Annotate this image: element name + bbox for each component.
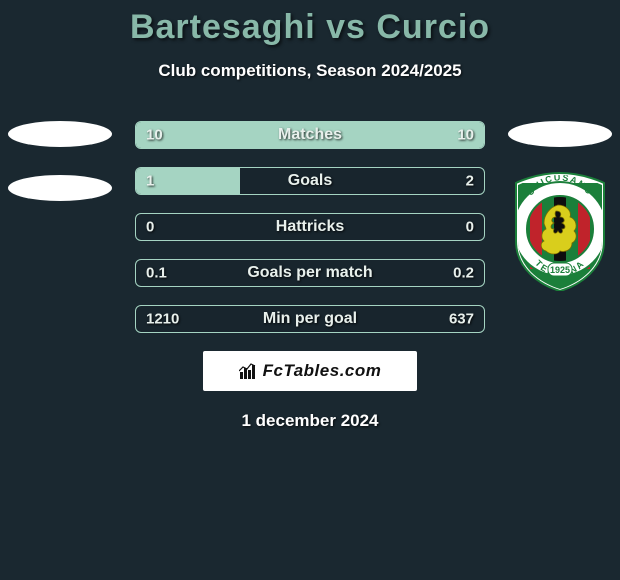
stats-area: UNICUSANO TERNANA 1925 10 Matches 10 1 Goals…: [0, 121, 620, 333]
stat-value-right: 2: [466, 173, 474, 190]
bar-chart-icon: [239, 362, 259, 380]
stat-row: 1 Goals 2: [135, 167, 485, 195]
stat-label: Goals: [288, 172, 332, 190]
stat-label: Hattricks: [276, 218, 344, 236]
player1-photo-placeholder: [8, 121, 112, 147]
player1-crest-placeholder: [8, 175, 112, 201]
stat-value-right: 637: [449, 311, 474, 328]
brand-text: FcTables.com: [263, 361, 382, 381]
svg-text:1925: 1925: [550, 265, 570, 275]
stat-row: 1210 Min per goal 637: [135, 305, 485, 333]
page-title: Bartesaghi vs Curcio: [0, 8, 620, 47]
stat-value-left: 0: [146, 219, 154, 236]
stat-value-right: 10: [457, 127, 474, 144]
stat-value-left: 0.1: [146, 265, 167, 282]
stat-bars: 10 Matches 10 1 Goals 2 0 Hattricks 0 0.1 Goals pe…: [135, 121, 485, 333]
ternana-crest: UNICUSANO TERNANA 1925: [510, 171, 610, 291]
stat-value-right: 0.2: [453, 265, 474, 282]
infographic-container: Bartesaghi vs Curcio Club competitions, …: [0, 0, 620, 431]
stat-label: Min per goal: [263, 310, 357, 328]
left-placeholder-column: [8, 121, 112, 229]
player2-photo-placeholder: [508, 121, 612, 147]
stat-row: 0 Hattricks 0: [135, 213, 485, 241]
stat-row: 0.1 Goals per match 0.2: [135, 259, 485, 287]
stat-label: Matches: [278, 126, 342, 144]
stat-value-right: 0: [466, 219, 474, 236]
brand-box: FcTables.com: [203, 351, 417, 391]
stat-value-left: 10: [146, 127, 163, 144]
date-text: 1 december 2024: [0, 411, 620, 431]
stat-value-left: 1: [146, 173, 154, 190]
stat-value-left: 1210: [146, 311, 179, 328]
stat-row: 10 Matches 10: [135, 121, 485, 149]
right-placeholder-column: UNICUSANO TERNANA 1925: [508, 121, 612, 296]
stat-label: Goals per match: [247, 264, 372, 282]
subtitle: Club competitions, Season 2024/2025: [0, 61, 620, 81]
